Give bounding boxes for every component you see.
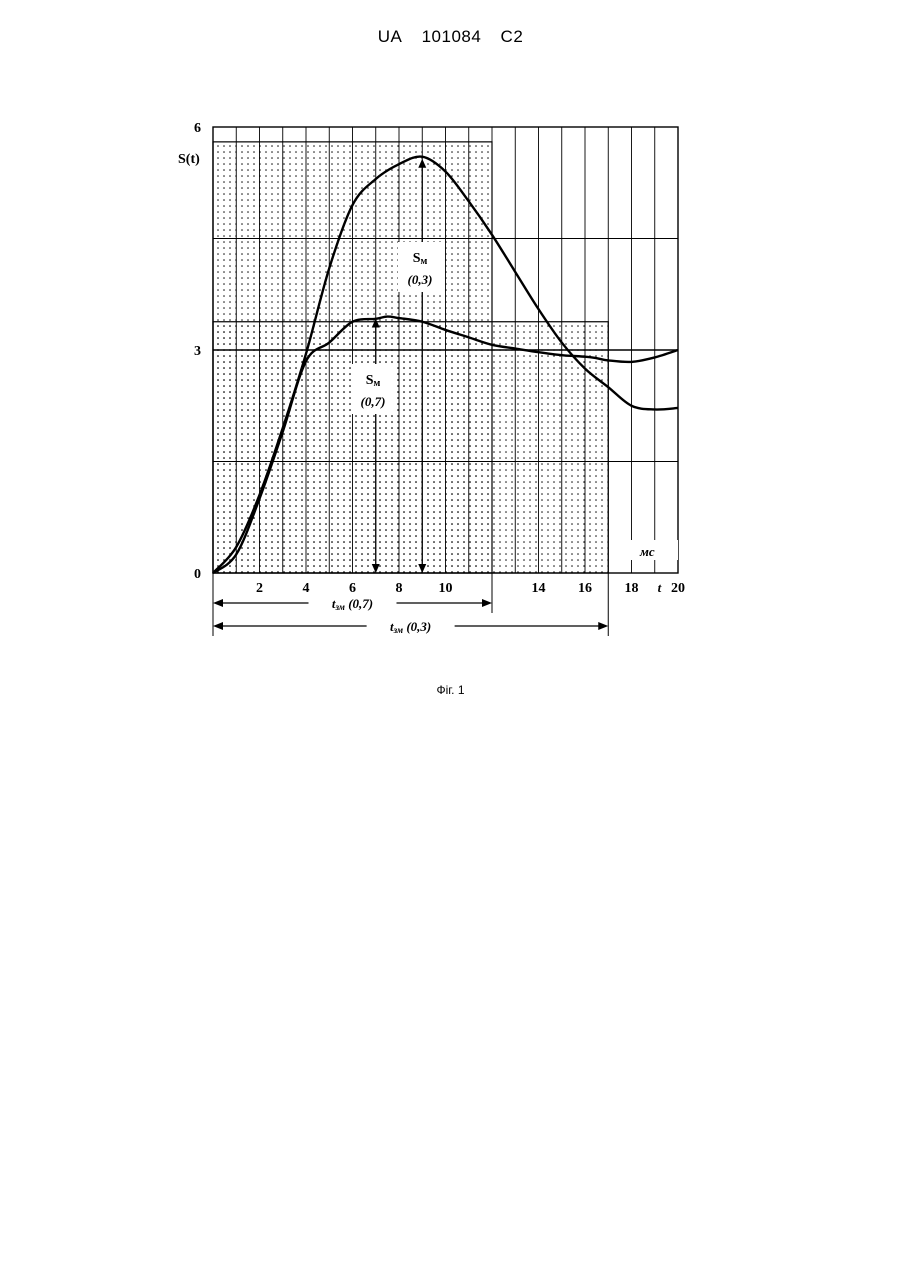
x-tick-label: 18 <box>625 581 639 596</box>
x-axis-name: t <box>658 580 662 595</box>
arrowhead-left <box>213 599 223 607</box>
y-axis-label: S(t) <box>178 152 200 167</box>
arrowhead-left <box>213 622 223 630</box>
step-response-chart: Sм(0,3)Sм(0,7) tзм (0,7)tзм (0,3) 246810… <box>0 0 901 680</box>
x-tick-label: 16 <box>578 581 592 596</box>
x-tick-label: 8 <box>396 581 403 596</box>
x-unit-label: мс <box>639 544 655 559</box>
x-tick-label: 6 <box>349 581 356 596</box>
x-tick-label: 14 <box>532 581 546 596</box>
y-tick-label: 6 <box>194 121 201 136</box>
arrowhead-right <box>598 622 608 630</box>
figure-caption: Фіг. 1 <box>0 683 901 697</box>
x-tick-label: 20 <box>671 581 685 596</box>
x-tick-label: 2 <box>256 581 263 596</box>
x-tick-label: 10 <box>439 581 453 596</box>
annotation-param: (0,3) <box>408 272 433 287</box>
shaded-region-2 <box>213 322 608 573</box>
y-tick-label: 0 <box>194 567 201 582</box>
arrowhead-right <box>482 599 492 607</box>
y-tick-label: 3 <box>194 344 201 359</box>
annotation-param: (0,7) <box>361 394 386 409</box>
x-tick-label: 4 <box>303 581 310 596</box>
